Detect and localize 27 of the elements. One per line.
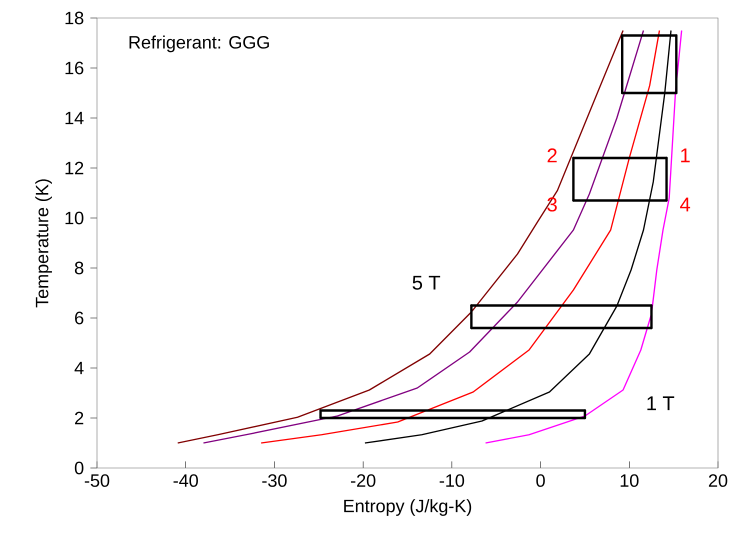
y-tick-label: 8 <box>74 262 84 274</box>
y-tick-label: 16 <box>66 62 84 74</box>
annotation: 1 <box>681 148 690 162</box>
y-tick-label: 18 <box>66 12 84 24</box>
x-tick-label: 10 <box>620 474 639 487</box>
annotation: 5 T <box>412 276 440 290</box>
y-tick-label: 14 <box>66 112 84 124</box>
x-tick-label: 20 <box>708 474 728 487</box>
x-axis-title: Entropy (J/kg-K) <box>344 499 472 516</box>
x-tick-label: -40 <box>174 474 198 487</box>
x-tick-label: -30 <box>262 474 287 487</box>
x-tick-label: 0 <box>536 474 545 487</box>
y-tick-label: 2 <box>75 412 84 424</box>
y-tick-label: 4 <box>74 362 84 374</box>
y-tick-label: 6 <box>75 312 84 324</box>
x-tick-label: -10 <box>440 474 464 487</box>
y-tick-label: 0 <box>74 462 84 474</box>
annotation: 2 <box>548 148 557 162</box>
y-tick-label: 10 <box>66 212 84 224</box>
annotation: 3 <box>547 197 557 212</box>
y-tick-label: 12 <box>66 162 84 174</box>
x-tick-label: -20 <box>350 474 376 487</box>
annotation: 1 T <box>647 396 674 410</box>
annotation: Refrigerant: GGG <box>130 35 269 52</box>
annotation: 4 <box>680 198 690 212</box>
x-tick-label: -50 <box>84 474 110 487</box>
y-axis-title: Temperature (K) <box>35 179 52 308</box>
